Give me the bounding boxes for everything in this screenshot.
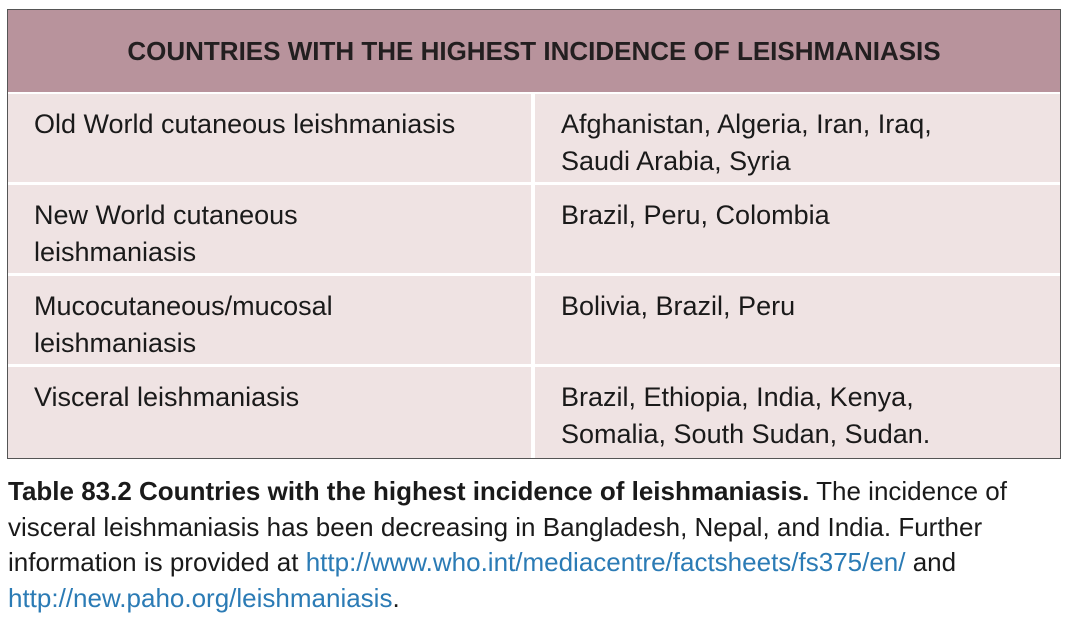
- table-row: Mucocutaneous/mucosal leishmaniasis Bolivi…: [8, 276, 1060, 367]
- table-row: Old World cutaneous leishmaniasis Afghani…: [8, 94, 1060, 185]
- cell-line: leishmaniasis: [34, 237, 197, 267]
- table-header: COUNTRIES WITH THE HIGHEST INCIDENCE OF …: [8, 10, 1060, 94]
- caption-label: Table 83.2 Countries with the highest in…: [8, 476, 810, 506]
- cell-line: New World cutaneous: [34, 200, 298, 230]
- table-cell: Visceral leishmaniasis: [8, 367, 535, 458]
- caption: Table 83.2 Countries with the highest in…: [8, 474, 1064, 616]
- cell-line: leishmaniasis: [34, 328, 197, 358]
- cell-line: Afghanistan, Algeria, Iran, Iraq,: [561, 109, 932, 139]
- cell-line: Old World cutaneous leishmaniasis: [34, 109, 456, 139]
- cell-line: Bolivia, Brazil, Peru: [561, 291, 796, 321]
- caption-text: .: [392, 582, 400, 613]
- cell-line: Somalia, South Sudan, Sudan.: [561, 419, 931, 449]
- table-cell: New World cutaneous leishmaniasis: [8, 185, 535, 273]
- table-cell: Mucocutaneous/mucosal leishmaniasis: [8, 276, 535, 364]
- link[interactable]: http://new.paho.org/leishmaniasis: [8, 582, 393, 613]
- cell-line: Brazil, Ethiopia, India, Kenya,: [561, 382, 914, 412]
- cell-line: Saudi Arabia, Syria: [561, 146, 791, 176]
- table-cell: Bolivia, Brazil, Peru: [535, 276, 1060, 364]
- table-row: Visceral leishmaniasis Brazil, Ethiopia, …: [8, 367, 1060, 458]
- table-cell: Afghanistan, Algeria, Iran, Iraq, Saudi A…: [535, 94, 1060, 182]
- cell-line: Mucocutaneous/mucosal: [34, 291, 333, 321]
- table: COUNTRIES WITH THE HIGHEST INCIDENCE OF …: [7, 9, 1061, 459]
- caption-text: The incidence of visceral leishmaniasis …: [8, 476, 1007, 577]
- table-cell: Brazil, Ethiopia, India, Kenya, Somalia, …: [535, 367, 1060, 458]
- link[interactable]: http://www.who.int/mediacentre/factsheet…: [305, 547, 906, 577]
- cell-line: Visceral leishmaniasis: [34, 382, 300, 412]
- table-cell: Brazil, Peru, Colombia: [535, 185, 1060, 273]
- table-cell: Old World cutaneous leishmaniasis: [8, 94, 535, 182]
- table-row: New World cutaneous leishmaniasis Brazil, …: [8, 185, 1060, 276]
- table-body: Old World cutaneous leishmaniasis Afghani…: [8, 94, 1060, 458]
- cell-line: Brazil, Peru, Colombia: [561, 200, 830, 230]
- caption-text: and: [905, 547, 957, 577]
